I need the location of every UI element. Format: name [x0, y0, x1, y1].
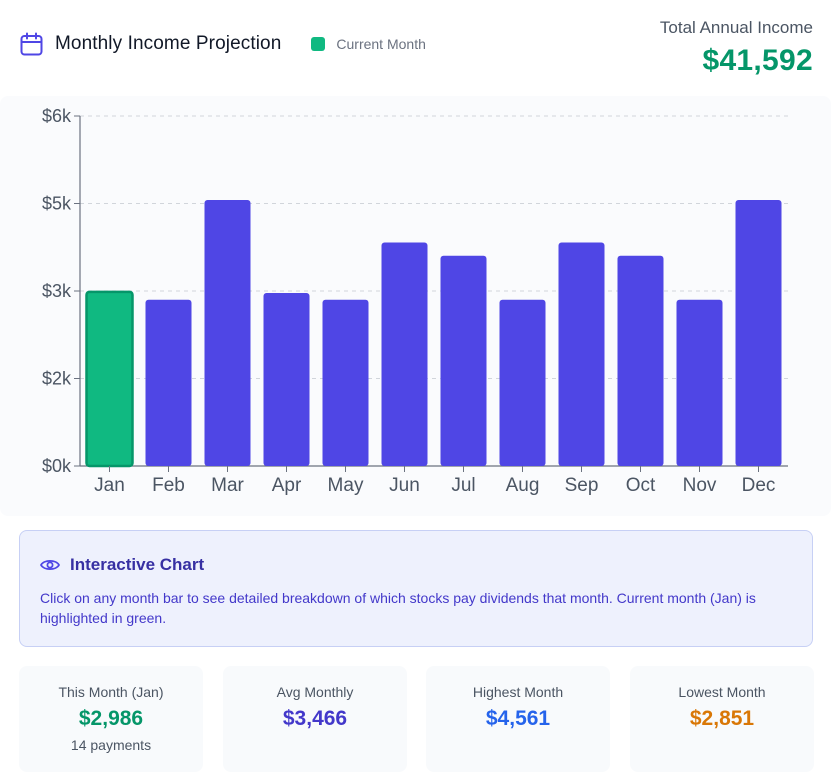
eye-icon: [39, 558, 61, 572]
bar-chart-svg: $0k $2k $3k $5k $6k Jan Feb Mar Apr May Jun Jul Aug S…: [42, 106, 788, 496]
bar-oct[interactable]: [617, 255, 664, 466]
x-tick-label: Mar: [211, 475, 244, 496]
bar-sep[interactable]: [558, 242, 605, 466]
y-tick-label: $3k: [42, 281, 72, 301]
bar-apr[interactable]: [263, 292, 310, 466]
x-tick-label: Sep: [565, 475, 599, 496]
chart-legend: Current Month: [311, 36, 426, 52]
total-income-label: Total Annual Income: [659, 18, 813, 37]
bar-aug[interactable]: [499, 299, 546, 466]
stat-value: $2,851: [689, 707, 755, 730]
info-text: Click on any month bar to see detailed b…: [40, 590, 756, 626]
info-box: Interactive Chart Click on any month bar…: [19, 530, 813, 647]
chart-header: Monthly Income Projection Current Month …: [0, 0, 831, 90]
title-group: Monthly Income Projection Current Month: [20, 32, 426, 56]
x-tick-label: May: [328, 475, 364, 496]
bar-chart: $0k $2k $3k $5k $6k Jan Feb Mar Apr May Jun Jul Aug S…: [0, 96, 831, 516]
bar-dec[interactable]: [735, 199, 782, 467]
stat-card-avg-monthly: Avg Monthly $3,466: [223, 666, 407, 772]
y-tick-label: $2k: [42, 369, 72, 389]
x-tick-label: Dec: [742, 475, 776, 496]
x-tick-label: Oct: [626, 475, 656, 496]
total-income-value: $41,592: [702, 44, 813, 77]
stat-card-this-month: This Month (Jan) $2,986 14 payments: [19, 666, 203, 772]
x-tick-label: Jun: [389, 475, 420, 496]
stat-label: Lowest Month: [678, 684, 766, 700]
stat-value: $4,561: [485, 707, 551, 730]
bar-jan[interactable]: [85, 290, 134, 468]
stat-label: This Month (Jan): [58, 684, 164, 700]
total-income: Total Annual Income $41,592: [660, 18, 813, 78]
x-tick-label: Apr: [272, 475, 302, 496]
stat-value: $2,986: [78, 707, 144, 730]
stat-label: Highest Month: [472, 684, 564, 700]
legend-swatch-current: [311, 37, 326, 51]
bar-jun[interactable]: [381, 242, 428, 466]
info-header: Interactive Chart: [39, 555, 205, 575]
x-tick-label: Aug: [506, 475, 540, 496]
stat-card-lowest-month: Lowest Month $2,851: [630, 666, 814, 772]
stat-value: $3,466: [282, 707, 348, 730]
y-tick-label: $6k: [42, 106, 72, 126]
x-tick-label: Nov: [683, 475, 717, 496]
bar-jul[interactable]: [440, 255, 487, 466]
page-title: Monthly Income Projection: [55, 33, 282, 54]
y-tick-label: $0k: [42, 456, 72, 476]
stat-card-highest-month: Highest Month $4,561: [426, 666, 610, 772]
info-title: Interactive Chart: [70, 555, 205, 574]
bar-nov[interactable]: [676, 299, 723, 466]
bar-feb[interactable]: [145, 299, 192, 466]
calendar-icon: [20, 32, 43, 56]
stat-label: Avg Monthly: [276, 684, 354, 700]
x-tick-label: Jan: [94, 475, 125, 496]
y-tick-label: $5k: [42, 194, 72, 214]
stat-subtext: 14 payments: [70, 737, 152, 753]
bar-mar[interactable]: [204, 199, 251, 467]
bar-may[interactable]: [322, 299, 369, 466]
x-tick-label: Jul: [451, 475, 475, 496]
legend-label-current: Current Month: [336, 36, 426, 52]
x-tick-label: Feb: [152, 475, 185, 496]
